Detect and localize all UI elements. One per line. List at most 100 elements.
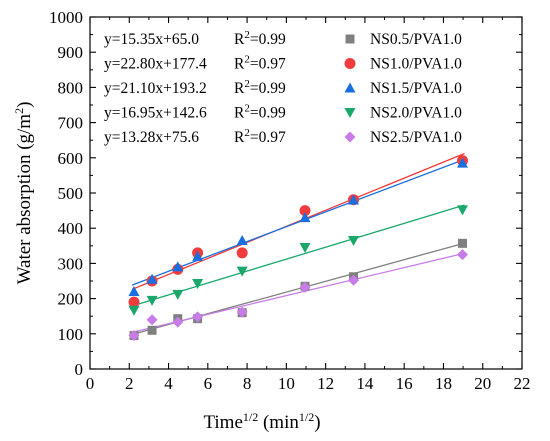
data-point	[299, 205, 311, 217]
data-point	[236, 306, 248, 318]
data-point	[299, 243, 311, 254]
equation-text: y=22.80x+177.4	[104, 56, 207, 73]
fit-equation: y=21.10x+193.2 R2=0.99	[104, 78, 286, 97]
legend-marker	[345, 34, 355, 44]
fit-line	[131, 252, 465, 334]
legend-marker	[344, 131, 356, 143]
legend-label: NS1.5/PVA1.0	[370, 80, 462, 97]
r-squared-label: R	[234, 31, 245, 48]
r-squared-sup: 2	[244, 103, 250, 115]
data-point	[128, 296, 140, 308]
data-point	[172, 289, 184, 300]
data-point	[236, 247, 248, 259]
fit-equation: y=22.80x+177.4 R2=0.97	[104, 54, 286, 73]
fit-equation: y=15.35x+65.0 R2=0.99	[104, 29, 286, 48]
data-point	[299, 281, 311, 293]
y-axis-title: Water absorption (g/m2)	[12, 102, 35, 285]
data-point	[299, 212, 311, 223]
data-point	[128, 305, 140, 316]
x-tick-label: 12	[317, 374, 334, 393]
x-tick-label: 10	[278, 374, 295, 393]
r-squared-label: R	[234, 129, 245, 146]
data-point	[457, 205, 469, 216]
legend-label: NS2.5/PVA1.0	[370, 129, 462, 146]
y-tick-label: 600	[58, 149, 84, 168]
data-point	[236, 266, 248, 277]
axis-ticks: 0 2 4 6 8 10 12 14 16 18 20 22010020030040050060070…	[49, 8, 531, 393]
r-squared-label: R	[234, 56, 245, 73]
data-point	[147, 325, 157, 335]
legend-label: NS0.5/PVA1.0	[370, 31, 462, 48]
x-axis-label-sup: 1/2	[243, 410, 258, 424]
legend-marker	[344, 108, 356, 118]
fit-equation: y=16.95x+142.6 R2=0.99	[104, 103, 286, 122]
data-point	[348, 194, 360, 205]
y-tick-label: 0	[75, 360, 84, 379]
data-point	[146, 314, 158, 326]
x-tick-label: 18	[435, 374, 452, 393]
data-points	[128, 155, 469, 342]
x-tick-label: 14	[356, 374, 374, 393]
r-squared-label: R	[234, 105, 245, 122]
x-tick-label: 8	[243, 374, 252, 393]
data-point	[172, 261, 184, 272]
legend-marker	[344, 82, 356, 93]
data-point	[128, 286, 140, 297]
data-point	[348, 274, 360, 286]
y-axis-label-sup: 2	[12, 108, 26, 114]
x-tick-label: 0	[86, 374, 95, 393]
equation-text: y=15.35x+65.0	[104, 31, 199, 48]
x-tick-label: 2	[125, 374, 134, 393]
data-point	[457, 157, 469, 168]
x-tick-label: 16	[396, 374, 413, 393]
r-squared-label: R	[234, 80, 245, 97]
r-squared-sup: 2	[244, 127, 250, 139]
x-tick-label: 20	[474, 374, 491, 393]
r-squared-sup: 2	[244, 78, 250, 90]
x-tick-label: 6	[204, 374, 213, 393]
y-axis-label: Water absorption (g/m	[14, 114, 35, 285]
r-squared-value: =0.99	[250, 105, 286, 122]
legend-label: NS1.0/PVA1.0	[370, 56, 462, 73]
data-point	[457, 249, 469, 261]
x-tick-label: 4	[164, 374, 173, 393]
r-squared-value: =0.99	[250, 31, 286, 48]
x-axis-unit-sup: 1/2	[299, 410, 314, 424]
y-tick-label: 200	[58, 290, 84, 309]
fit-line	[131, 152, 465, 290]
y-tick-label: 700	[58, 114, 84, 133]
data-point	[172, 316, 184, 328]
r-squared-sup: 2	[244, 54, 250, 66]
x-axis-title: Time1/2 (min1/2)	[203, 410, 320, 433]
fit-line	[131, 204, 465, 307]
fit-equation: y=13.28x+75.6 R2=0.97	[104, 127, 286, 146]
r-squared-value: =0.99	[250, 80, 286, 97]
fit-lines	[131, 152, 465, 336]
r-squared-sup: 2	[244, 29, 250, 41]
x-axis-unit-close: )	[314, 412, 320, 433]
data-point	[458, 238, 468, 248]
r-squared-value: =0.97	[250, 129, 286, 146]
y-tick-label: 1000	[49, 8, 83, 27]
data-point	[192, 311, 204, 323]
data-point	[128, 330, 140, 342]
x-tick-label: 22	[514, 374, 531, 393]
y-tick-label: 100	[58, 325, 84, 344]
equation-text: y=16.95x+142.6	[104, 105, 207, 122]
data-point	[146, 295, 158, 306]
legend-marker	[344, 58, 356, 69]
y-tick-label: 900	[58, 43, 84, 62]
data-point	[236, 235, 248, 246]
y-tick-label: 800	[58, 78, 84, 97]
y-tick-label: 500	[58, 184, 84, 203]
x-axis-label: Time	[203, 412, 242, 433]
equation-text: y=13.28x+75.6	[104, 129, 199, 146]
data-point	[192, 250, 204, 261]
r-squared-value: =0.97	[250, 56, 286, 73]
y-tick-label: 400	[58, 219, 84, 238]
data-point	[192, 278, 204, 289]
y-tick-label: 300	[58, 254, 84, 273]
legend-label: NS2.0/PVA1.0	[370, 105, 462, 122]
y-axis-label-close: )	[14, 102, 35, 108]
